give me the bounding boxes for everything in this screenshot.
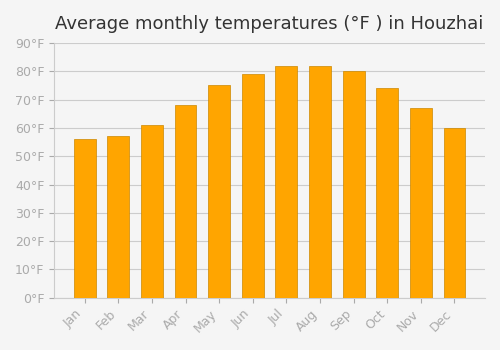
- Bar: [376, 88, 398, 298]
- Bar: [141, 125, 163, 298]
- Bar: [208, 85, 230, 298]
- Bar: [74, 139, 96, 298]
- Bar: [242, 74, 264, 298]
- Bar: [410, 108, 432, 298]
- Bar: [174, 105, 197, 298]
- Bar: [108, 136, 130, 298]
- Title: Average monthly temperatures (°F ) in Houzhai: Average monthly temperatures (°F ) in Ho…: [56, 15, 484, 33]
- Bar: [444, 128, 466, 298]
- Bar: [276, 65, 297, 298]
- Bar: [309, 65, 331, 298]
- Bar: [342, 71, 364, 298]
